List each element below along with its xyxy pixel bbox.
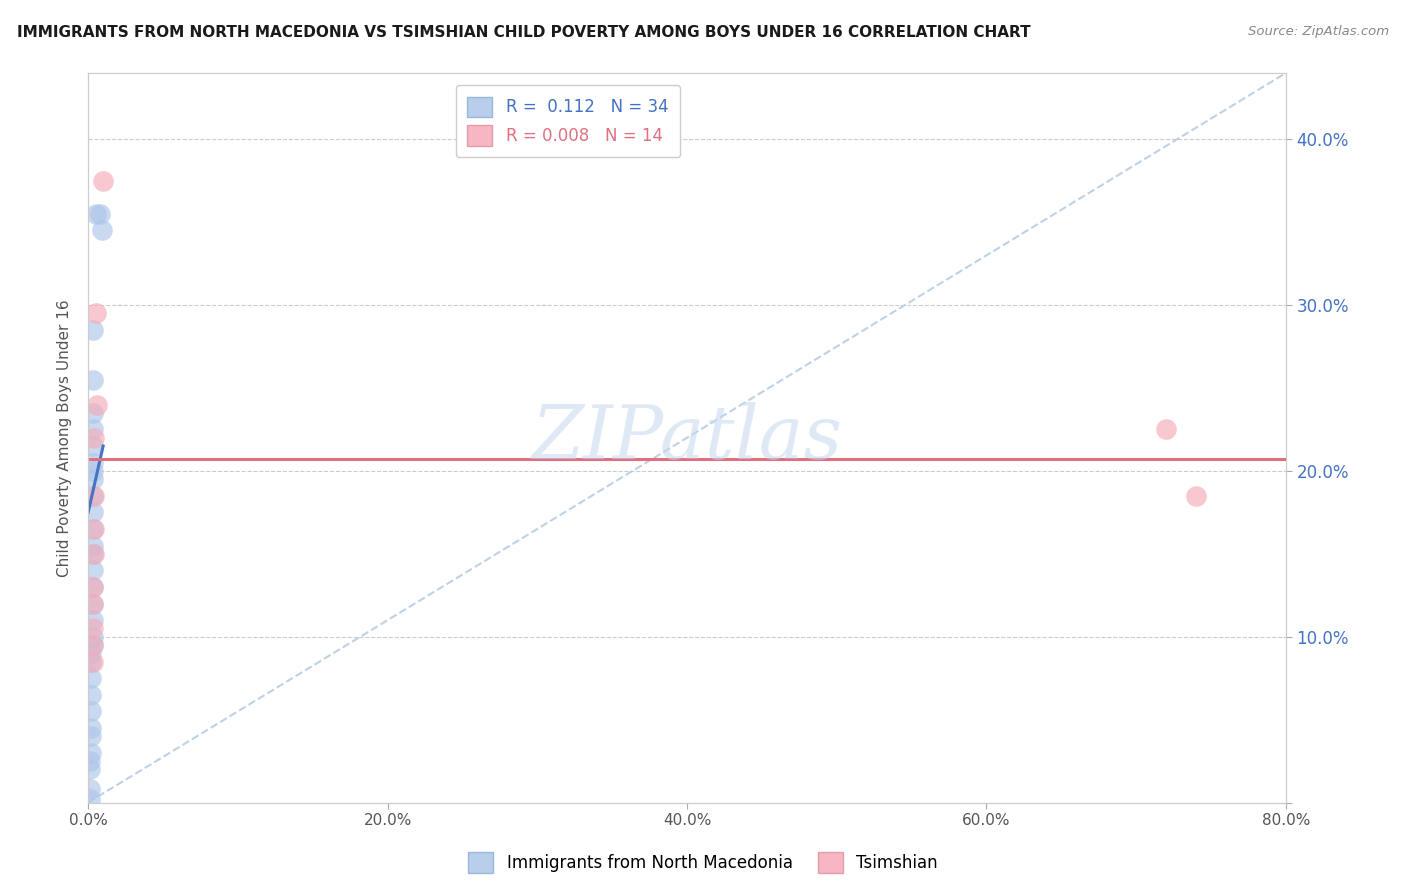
Point — [79, 782, 101, 797]
Point — [82, 613, 104, 627]
Point — [82, 597, 104, 611]
Point — [80, 646, 103, 660]
Point — [1185, 489, 1208, 503]
Point — [82, 456, 104, 470]
Point — [82, 638, 104, 652]
Point — [82, 547, 104, 561]
Point — [80, 655, 103, 669]
Text: IMMIGRANTS FROM NORTH MACEDONIA VS TSIMSHIAN CHILD POVERTY AMONG BOYS UNDER 16 C: IMMIGRANTS FROM NORTH MACEDONIA VS TSIMS… — [17, 25, 1031, 40]
Text: ZIPatlas: ZIPatlas — [531, 401, 842, 474]
Point — [82, 323, 104, 337]
Point — [80, 729, 103, 743]
Point — [83, 431, 105, 445]
Point — [82, 522, 104, 536]
Point — [79, 792, 101, 806]
Point — [1154, 422, 1177, 436]
Point — [82, 563, 104, 577]
Point — [82, 655, 104, 669]
Point — [80, 704, 103, 718]
Point — [82, 505, 104, 519]
Point — [82, 638, 104, 652]
Point — [82, 422, 104, 436]
Point — [82, 580, 104, 594]
Text: Source: ZipAtlas.com: Source: ZipAtlas.com — [1249, 25, 1389, 38]
Point — [79, 754, 101, 768]
Point — [82, 597, 104, 611]
Point — [91, 174, 114, 188]
Point — [83, 547, 105, 561]
Point — [90, 223, 112, 237]
Point — [80, 746, 103, 760]
Point — [82, 622, 104, 636]
Point — [89, 207, 111, 221]
Point — [82, 539, 104, 553]
Point — [86, 398, 108, 412]
Legend: Immigrants from North Macedonia, Tsimshian: Immigrants from North Macedonia, Tsimshi… — [461, 846, 945, 880]
Point — [83, 522, 105, 536]
Point — [82, 472, 104, 486]
Point — [84, 207, 107, 221]
Point — [82, 373, 104, 387]
Point — [84, 306, 107, 320]
Point — [80, 688, 103, 702]
Legend: R =  0.112   N = 34, R = 0.008   N = 14: R = 0.112 N = 34, R = 0.008 N = 14 — [456, 85, 681, 157]
Point — [80, 671, 103, 685]
Point — [82, 489, 104, 503]
Point — [82, 630, 104, 644]
Point — [79, 763, 101, 777]
Y-axis label: Child Poverty Among Boys Under 16: Child Poverty Among Boys Under 16 — [58, 299, 72, 576]
Point — [82, 580, 104, 594]
Point — [82, 464, 104, 478]
Point — [82, 439, 104, 453]
Point — [80, 721, 103, 735]
Point — [82, 406, 104, 420]
Point — [83, 489, 105, 503]
